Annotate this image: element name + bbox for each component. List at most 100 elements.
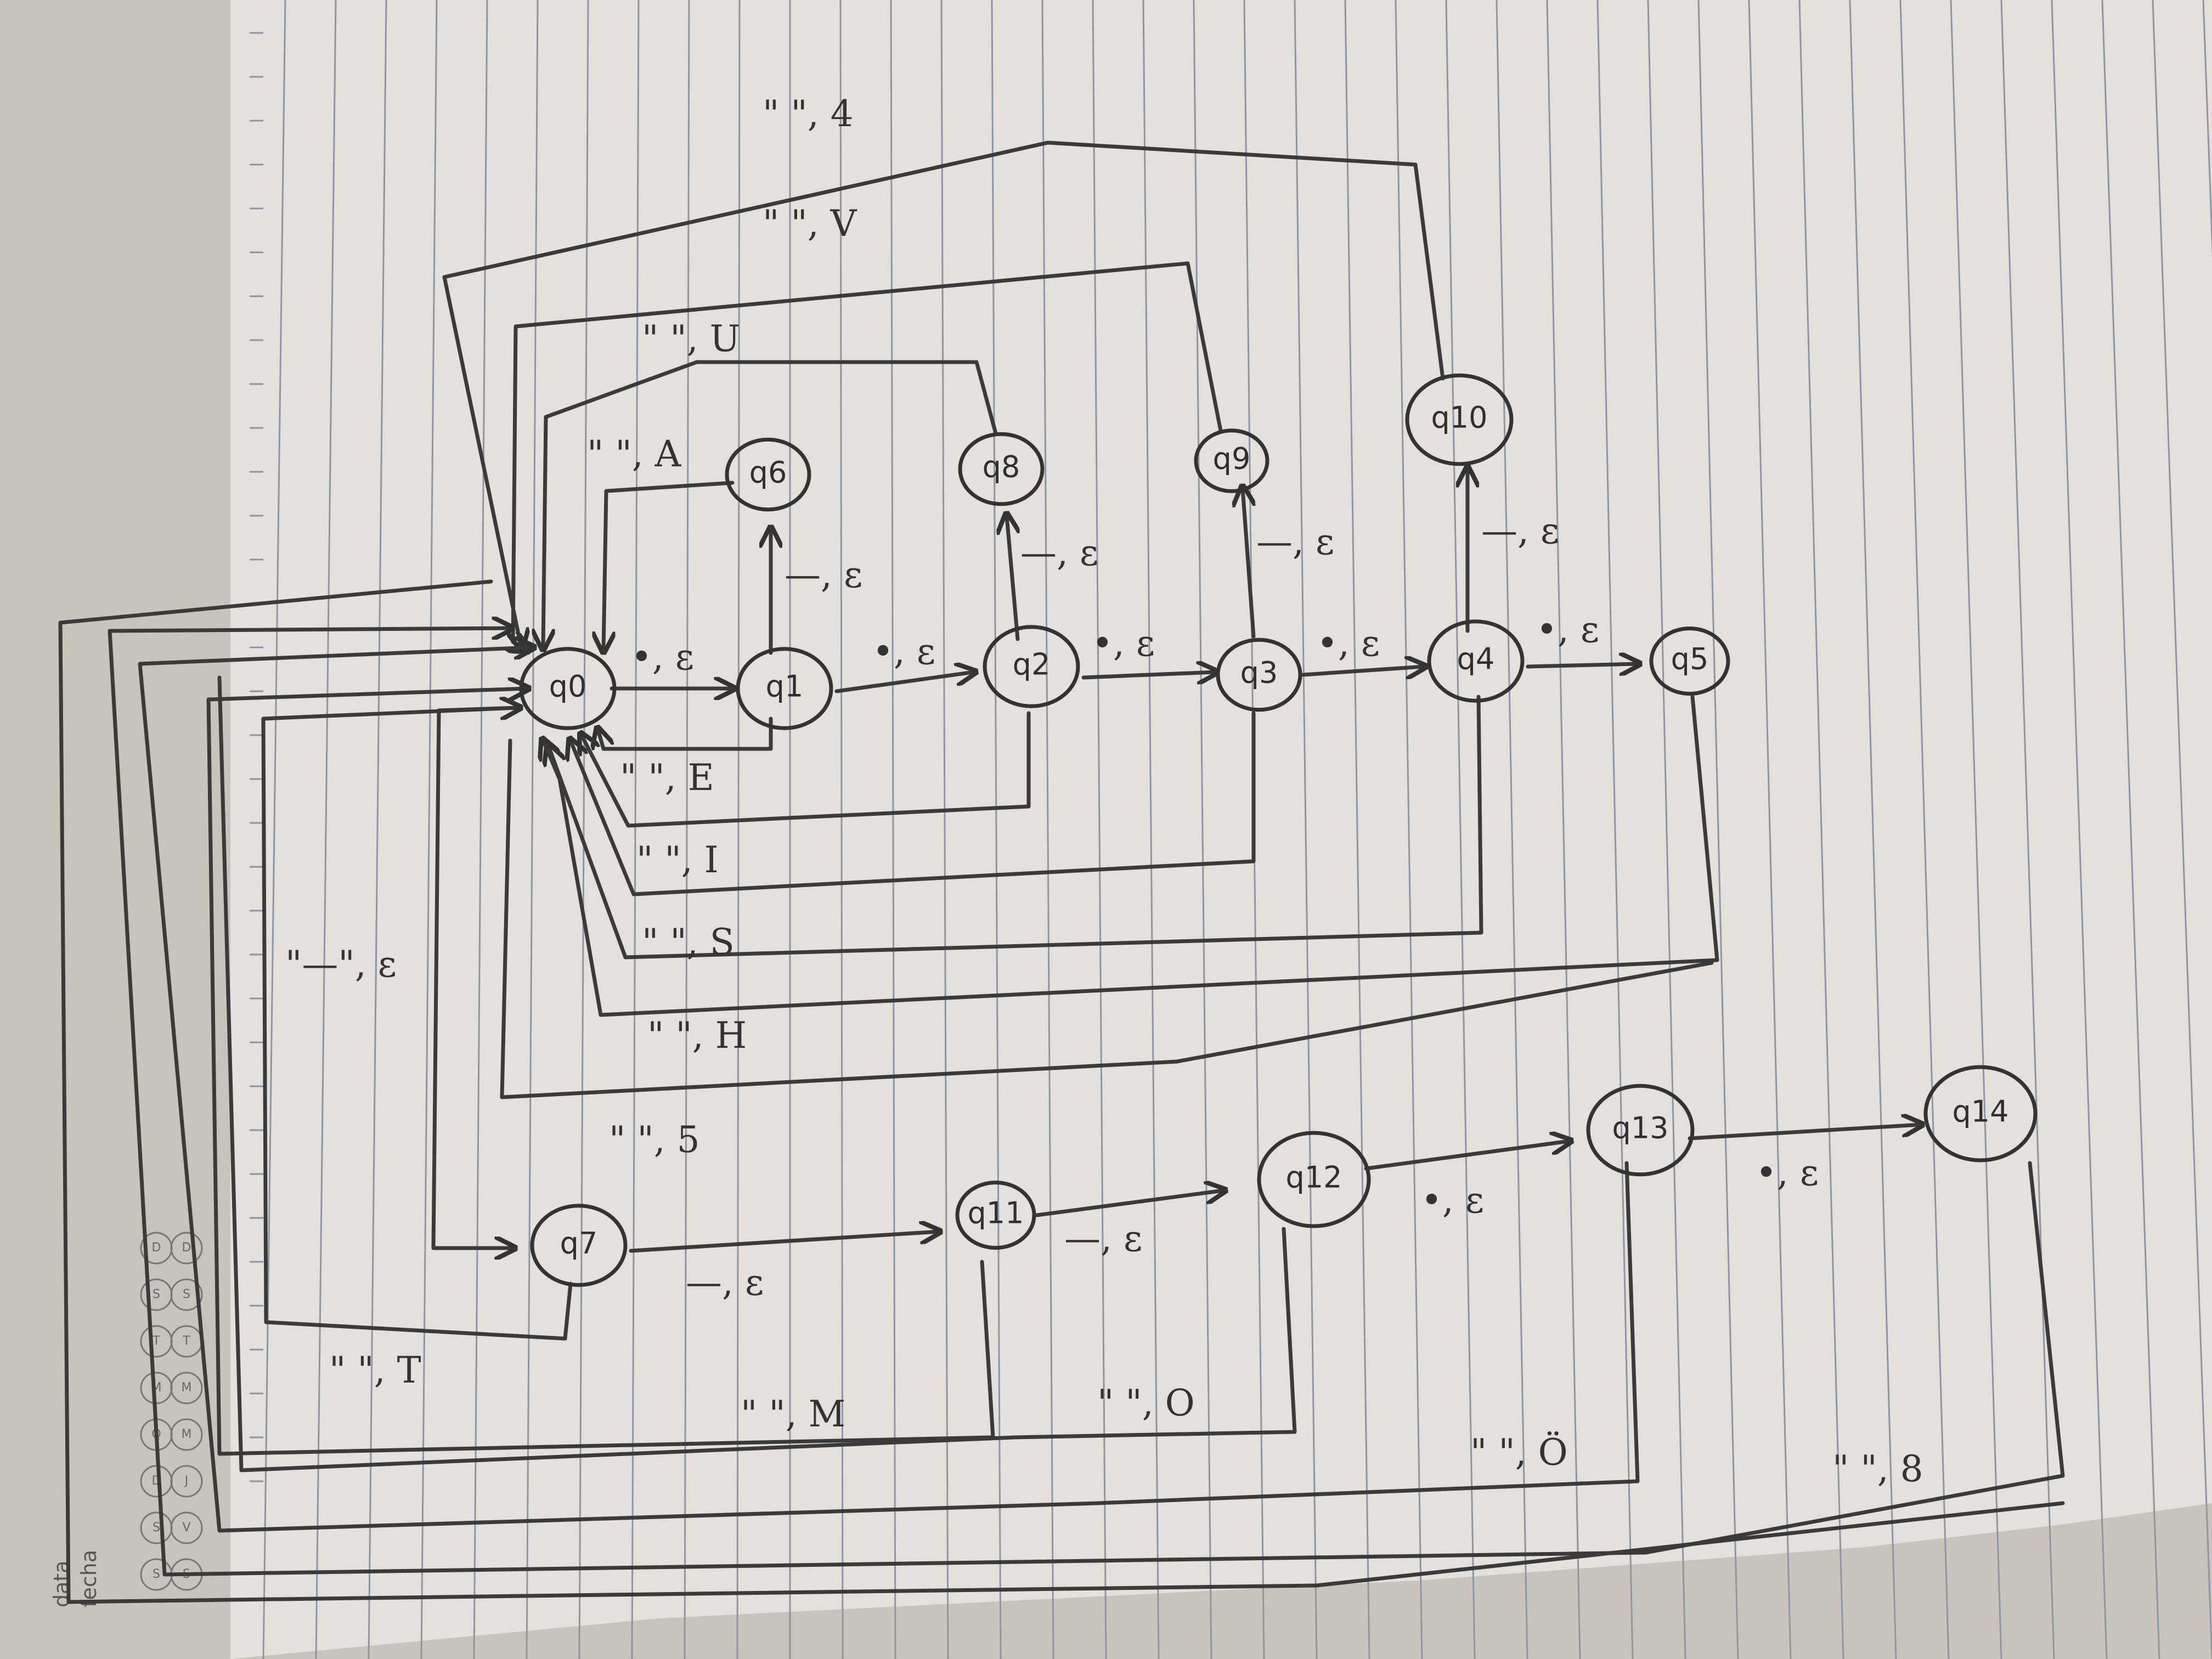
ruled-line	[1344, 0, 1370, 1659]
edge-q13-q0	[138, 647, 1640, 1533]
edge-q7-q0	[261, 708, 573, 1341]
ruled-line	[578, 0, 589, 1659]
state-label: q8	[983, 450, 1020, 484]
weekday-letter: S	[183, 1288, 190, 1301]
weekday-letter: S	[153, 1567, 160, 1581]
state-label: q7	[560, 1226, 598, 1261]
label-q3-q9: —, ε	[1256, 521, 1334, 563]
label-q11-q0: " ", M	[741, 1393, 845, 1435]
weekday-circle: D	[170, 1232, 203, 1265]
state-circle	[1923, 1065, 2038, 1163]
state-q1: q1	[736, 647, 833, 730]
state-q3: q3	[1216, 637, 1302, 712]
state-q13: q13	[1586, 1084, 1695, 1177]
state-q9: q9	[1194, 428, 1269, 493]
state-label: q13	[1612, 1111, 1669, 1146]
label-q6-q0: " ", A	[587, 433, 682, 475]
state-label: q4	[1457, 642, 1495, 676]
edge-q7-q11	[629, 1232, 938, 1253]
state-q5: q5	[1649, 627, 1730, 696]
state-label: q0	[549, 669, 587, 704]
ruled-line	[991, 0, 1002, 1659]
weekday-circle: S	[140, 1278, 173, 1311]
weekday-circle: S	[170, 1278, 203, 1311]
ruled-line	[1950, 0, 2002, 1659]
ruled-line	[2101, 0, 2160, 1659]
weekday-circle: T	[170, 1325, 203, 1358]
ruled-line	[1899, 0, 1950, 1659]
state-q10: q10	[1405, 373, 1514, 466]
state-circle	[725, 437, 811, 512]
ruled-line	[315, 0, 337, 1659]
state-circle	[958, 432, 1045, 506]
weekday-circle: V	[170, 1511, 203, 1544]
label-q9-q0: " ", V	[763, 202, 857, 245]
edge-q6-q0	[603, 481, 735, 650]
edge-labels: •, ε •, ε •, ε •, ε •, ε —, ε —, ε —, ε …	[285, 93, 1923, 1490]
ruled-line	[2000, 0, 2055, 1659]
label-q5-q0: " ", 5	[609, 1119, 700, 1161]
label-q12-q13: •, ε	[1421, 1179, 1484, 1221]
ruled-line	[1294, 0, 1318, 1659]
label-q4-q5: •, ε	[1536, 608, 1599, 651]
fecha-label: fecha	[77, 1550, 101, 1607]
label-q2-q3: •, ε	[1092, 622, 1155, 664]
state-q14: q14	[1923, 1065, 2038, 1163]
state-circle	[1194, 428, 1269, 493]
ruled-line	[1748, 0, 1792, 1659]
weekday-ring	[170, 1278, 203, 1311]
edge-q4-q0	[549, 695, 1483, 960]
state-circle	[530, 1204, 628, 1287]
edge-q0-backtrack	[500, 738, 1714, 1099]
state-circle	[736, 647, 833, 730]
edge-q5-q0	[543, 695, 1719, 1017]
weekday-circle: M	[170, 1418, 203, 1451]
label-q10-q0: " ", 4	[763, 93, 854, 135]
weekday-circle: S	[140, 1511, 173, 1544]
state-q7: q7	[530, 1204, 628, 1287]
ruled-line	[262, 0, 286, 1659]
ruled-line	[631, 0, 640, 1659]
weekday-letter: J	[184, 1474, 189, 1488]
edge-q2-q0	[582, 711, 1031, 828]
weekday-letter: V	[182, 1521, 190, 1534]
edge-q10-q0	[442, 140, 1445, 647]
label-q13-q0: " ", Ö	[1470, 1431, 1568, 1474]
ruled-line	[368, 0, 387, 1659]
ruled-line	[1445, 0, 1476, 1659]
state-circle	[519, 647, 617, 730]
weekday-letter: M	[182, 1381, 192, 1395]
weekday-circle: D	[140, 1465, 173, 1498]
label-q11-q12: —, ε	[1064, 1217, 1142, 1260]
ruled-line	[473, 0, 488, 1659]
weekday-ring	[170, 1372, 203, 1404]
state-circle	[955, 1181, 1036, 1250]
ruled-line	[1092, 0, 1107, 1659]
ruled-line	[2152, 0, 2212, 1659]
edge-q8-q0	[543, 360, 998, 647]
edge-q12-q13	[1364, 1141, 1569, 1171]
state-label: q3	[1240, 656, 1278, 690]
state-label: q11	[968, 1196, 1024, 1231]
edge-q1-q2	[834, 672, 974, 693]
edge-q3-q9	[1243, 488, 1256, 639]
state-circle	[1649, 627, 1730, 696]
edge-q2-q3	[1081, 672, 1215, 678]
state-label: q10	[1431, 400, 1488, 435]
weekday-letter: T	[152, 1334, 160, 1348]
state-label: q9	[1213, 442, 1251, 476]
edge-q4-q5	[1526, 664, 1638, 667]
ruled-line	[940, 0, 949, 1659]
ruled-line	[839, 0, 844, 1659]
label-q2-q8: —, ε	[1020, 532, 1098, 574]
state-circle	[1405, 373, 1514, 466]
edge-q3-q0	[571, 711, 1256, 896]
state-label: q14	[1953, 1094, 2009, 1129]
state-q6: q6	[725, 437, 811, 512]
ruled-line	[1798, 0, 1844, 1659]
label-q7-q11: —, ε	[686, 1261, 764, 1304]
weekday-circle: T	[140, 1325, 173, 1358]
weekday-circle: J	[170, 1465, 203, 1498]
transitions	[58, 140, 2065, 1604]
weekday-letter: S	[153, 1521, 160, 1534]
